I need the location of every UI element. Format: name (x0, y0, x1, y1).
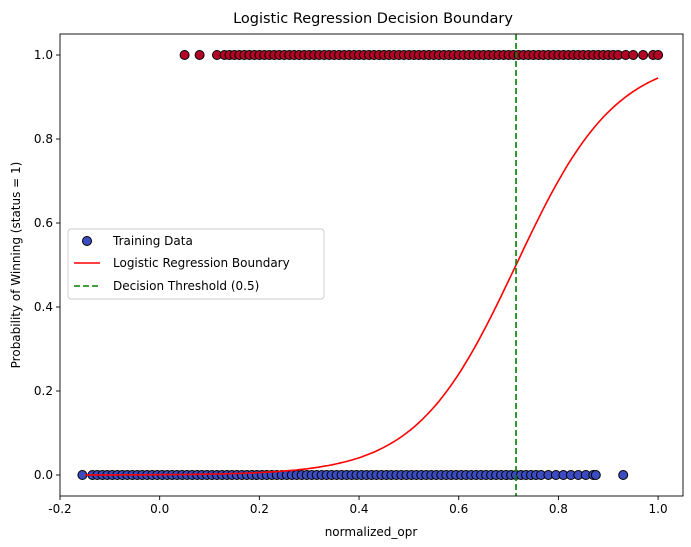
x-tick-label: 0.8 (549, 502, 568, 516)
y-tick-label: 0.6 (34, 216, 53, 230)
chart-title: Logistic Regression Decision Boundary (233, 11, 513, 27)
y-tick-label: 0.2 (34, 384, 53, 398)
x-tick-label: 0.0 (150, 502, 169, 516)
legend-marker-training-data (82, 236, 92, 246)
data-point (590, 470, 601, 480)
x-tick-label: 0.2 (250, 502, 269, 516)
legend-label-threshold: Decision Threshold (0.5) (113, 279, 259, 293)
x-tick-label: 0.4 (349, 502, 368, 516)
data-point (628, 50, 639, 60)
legend-box (67, 228, 325, 300)
data-point (638, 50, 649, 60)
data-point (179, 50, 190, 60)
y-tick-label: 0.0 (34, 468, 53, 482)
points-status-1 (179, 50, 664, 60)
logistic-curve (84, 77, 659, 476)
y-tick-label: 1.0 (34, 48, 53, 62)
plot-frame (59, 33, 684, 497)
data-point (194, 50, 205, 60)
x-tick-label: -0.2 (48, 502, 71, 516)
x-axis-label: normalized_opr (325, 525, 418, 539)
legend: Training Data Logistic Regression Bounda… (67, 228, 325, 300)
data-point (653, 50, 664, 60)
x-tick-label: 0.6 (449, 502, 468, 516)
legend-label-training-data: Training Data (112, 234, 193, 248)
y-axis-ticks: 0.0 0.2 0.4 0.6 0.8 1.0 (34, 48, 60, 482)
data-point (618, 470, 629, 480)
x-tick-label: 1.0 (649, 502, 668, 516)
legend-label-boundary: Logistic Regression Boundary (113, 256, 290, 270)
y-tick-label: 0.8 (34, 132, 53, 146)
x-axis-ticks: -0.2 0.0 0.2 0.4 0.6 0.8 1.0 (48, 496, 668, 516)
plot-layers (77, 34, 664, 496)
y-tick-label: 0.4 (34, 300, 53, 314)
y-axis-label: Probability of Winning (status = 1) (9, 162, 23, 369)
